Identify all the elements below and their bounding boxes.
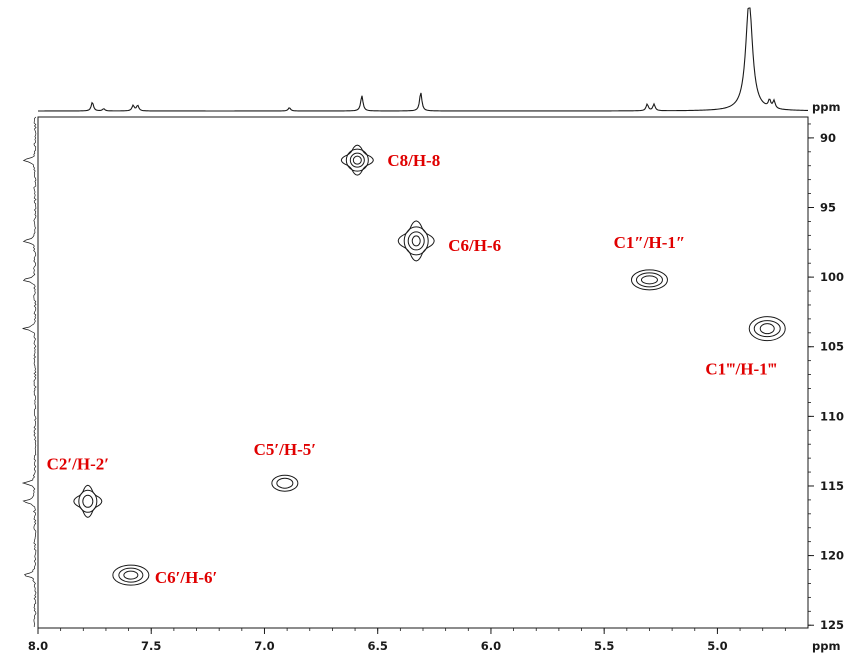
peak-label: C2′/H-2′ <box>47 454 109 473</box>
contour-line <box>640 275 658 285</box>
y-axis: 90 95 100 105 110 115 120 125 <box>808 123 844 632</box>
cross-peak <box>630 269 668 291</box>
proton-projection-spectrum <box>38 7 809 112</box>
contour-line <box>630 269 668 291</box>
proton-projection-trace <box>38 7 809 112</box>
x-tick-label: 8.0 <box>28 639 48 653</box>
cross-peaks: C8/H-8 C6/H-6 C1″/H-1″ C1‴/H-1‴ C5′/H-5′ C2′/… <box>47 144 786 587</box>
peak-label: C1″/H-1″ <box>614 233 686 252</box>
peak-label: C6/H-6 <box>448 236 501 255</box>
cross-peak <box>397 220 435 262</box>
peak-label: C6′/H-6′ <box>155 568 217 587</box>
plot-frame <box>37 116 809 629</box>
contour-line <box>759 323 775 335</box>
contour-line <box>276 477 294 489</box>
contour-line <box>78 489 98 513</box>
x-tick-label: 5.0 <box>707 639 727 653</box>
contour-line <box>271 474 299 492</box>
cross-peak <box>748 316 786 342</box>
x-axis-unit-label: ppm <box>812 639 840 653</box>
peak-label: C5′/H-5′ <box>254 440 316 459</box>
x-tick-label: 6.5 <box>368 639 388 653</box>
y-tick-label: 110 <box>820 409 844 423</box>
x-axis: 8.0 7.5 7.0 6.5 6.0 5.5 5.0 <box>28 628 786 653</box>
y-tick-label: 120 <box>820 549 844 563</box>
contour-line <box>112 564 150 586</box>
x-tick-label: 5.5 <box>594 639 614 653</box>
contour-line <box>407 231 425 251</box>
y-tick-label: 90 <box>820 131 836 145</box>
cross-peak <box>73 484 103 518</box>
cross-peak <box>340 144 374 176</box>
y-tick-label: 105 <box>820 340 844 354</box>
peak-label: C1‴/H-1‴ <box>705 360 777 379</box>
carbon-projection-spectrum <box>21 116 37 628</box>
y-tick-label: 115 <box>820 479 844 493</box>
y-tick-label: 125 <box>820 618 844 632</box>
contour-line <box>411 235 421 247</box>
y-tick-label: 95 <box>820 201 836 215</box>
contour-line <box>635 272 663 288</box>
contour-line <box>118 567 144 583</box>
contour-line <box>345 148 369 172</box>
contour-line <box>123 570 139 580</box>
y-axis-unit-label: ppm <box>812 100 840 114</box>
contour-line <box>403 226 429 256</box>
x-tick-label: 7.5 <box>141 639 161 653</box>
cross-peak <box>112 564 150 586</box>
y-tick-label: 100 <box>820 270 844 284</box>
cross-peak <box>271 474 299 492</box>
contour-line <box>753 320 781 338</box>
contour-line <box>748 316 786 342</box>
contour-line <box>352 155 362 165</box>
contour-line <box>349 152 365 168</box>
carbon-projection-trace <box>21 116 37 628</box>
peak-label: C8/H-8 <box>387 151 440 170</box>
x-tick-label: 7.0 <box>254 639 274 653</box>
x-tick-label: 6.0 <box>481 639 501 653</box>
contour-line <box>82 494 94 508</box>
